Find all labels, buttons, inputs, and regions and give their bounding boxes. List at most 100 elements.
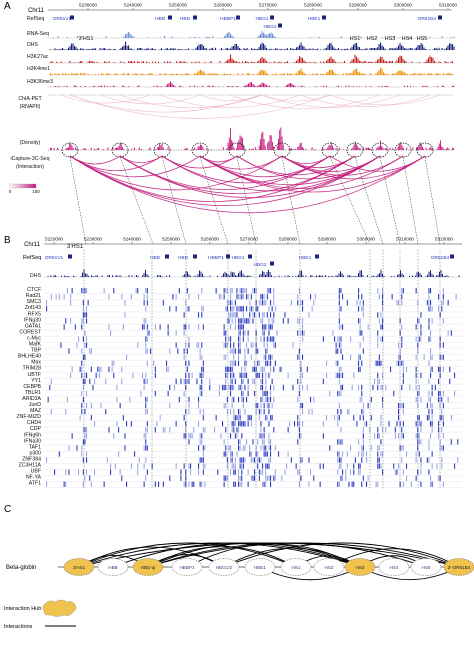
- anchor-circle: [346, 142, 364, 158]
- binding-bar: [262, 300, 264, 306]
- signal-bar: [153, 86, 155, 87]
- dhs-bar: [299, 270, 301, 277]
- scale-min: 0: [9, 189, 12, 194]
- dhs-bar: [82, 272, 83, 277]
- interaction-arc: [69, 155, 426, 214]
- track-label: (Density): [20, 140, 41, 146]
- signal-bar: [179, 85, 181, 87]
- dhs-bar: [397, 274, 398, 277]
- binding-bar: [124, 433, 126, 439]
- binding-bar: [402, 372, 404, 378]
- signal-bar: [303, 46, 305, 50]
- signal-bar: [347, 73, 349, 75]
- node-label: HS4: [390, 565, 399, 570]
- binding-bar: [420, 330, 422, 336]
- binding-bar: [308, 409, 310, 415]
- binding-bar: [258, 433, 260, 439]
- factor-label: COREST: [19, 329, 41, 335]
- dhs-bar: [161, 276, 163, 277]
- dhs-bar: [233, 272, 235, 277]
- signal-bar: [231, 35, 233, 38]
- binding-bar: [185, 475, 187, 481]
- binding-bar: [342, 439, 344, 445]
- binding-bar: [415, 433, 417, 439]
- signal-bar: [129, 48, 131, 50]
- signal-bar: [179, 49, 181, 50]
- binding-bar: [239, 409, 241, 415]
- binding-bar: [166, 366, 168, 372]
- signal-bar: [362, 62, 364, 63]
- binding-bar: [231, 372, 233, 378]
- binding-bar: [250, 457, 252, 463]
- dhs-bar: [73, 275, 74, 277]
- signal-bar: [228, 85, 230, 87]
- signal-bar: [159, 73, 161, 75]
- binding-bar: [401, 336, 403, 342]
- signal-bar: [57, 36, 59, 38]
- binding-bar: [242, 403, 244, 409]
- binding-bar: [377, 384, 379, 391]
- binding-bar: [231, 463, 233, 469]
- binding-bar: [122, 324, 124, 330]
- binding-bar: [185, 360, 187, 366]
- factor-label: BHLHE40: [18, 354, 41, 360]
- density-bar: [302, 146, 303, 150]
- signal-bar: [291, 73, 293, 75]
- binding-bar: [60, 342, 62, 348]
- binding-bar: [398, 463, 400, 469]
- signal-bar: [281, 62, 283, 63]
- signal-bar: [351, 59, 353, 63]
- binding-bar: [82, 354, 84, 360]
- binding-bar: [441, 306, 443, 312]
- binding-bar: [430, 330, 432, 336]
- binding-bar: [430, 403, 432, 409]
- dhs-bar: [437, 274, 439, 277]
- binding-bar: [378, 433, 380, 439]
- signal-bar: [255, 86, 257, 87]
- signal-bar: [50, 61, 52, 63]
- binding-bar: [92, 384, 94, 391]
- density-bar: [453, 148, 455, 150]
- binding-bar: [201, 312, 203, 318]
- gene-block: [70, 15, 74, 20]
- binding-bar: [230, 384, 232, 391]
- binding-bar: [86, 336, 88, 342]
- binding-bar: [222, 384, 224, 391]
- binding-bar: [137, 463, 139, 469]
- binding-bar: [273, 288, 275, 294]
- factor-label: CEBPB: [23, 384, 41, 390]
- binding-bar: [223, 403, 225, 409]
- binding-bar: [402, 409, 404, 415]
- signal-bar: [54, 73, 56, 75]
- signal-bar: [221, 47, 223, 50]
- binding-bar: [417, 342, 419, 348]
- signal-bar: [357, 71, 359, 75]
- binding-bar: [263, 324, 265, 330]
- binding-bar: [399, 445, 401, 451]
- density-bar: [51, 147, 53, 150]
- signal-bar: [113, 85, 115, 87]
- dhs-bar: [350, 275, 352, 277]
- signal-bar: [450, 43, 452, 50]
- binding-bar: [375, 360, 377, 366]
- binding-bar: [455, 294, 457, 300]
- signal-bar: [50, 73, 52, 75]
- binding-bar: [380, 439, 382, 445]
- binding-bar: [378, 318, 380, 324]
- signal-bar: [374, 62, 376, 63]
- binding-bar: [241, 378, 243, 385]
- signal-bar: [182, 62, 184, 63]
- dhs-bar: [349, 275, 350, 277]
- signal-bar: [440, 74, 442, 75]
- dhs-bar: [83, 269, 85, 277]
- signal-bar: [297, 59, 299, 63]
- binding-bar: [113, 288, 115, 294]
- signal-bar: [396, 72, 398, 75]
- signal-bar: [396, 59, 398, 63]
- binding-bar: [263, 366, 265, 372]
- signal-bar: [287, 48, 289, 50]
- signal-bar: [261, 69, 263, 75]
- density-bar: [160, 145, 162, 150]
- signal-bar: [59, 49, 61, 50]
- signal-bar: [174, 86, 176, 87]
